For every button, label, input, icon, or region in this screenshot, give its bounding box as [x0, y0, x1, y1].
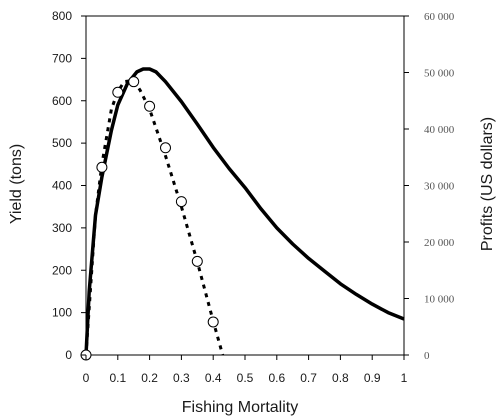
- y2-tick-label: 60 000: [424, 11, 455, 23]
- yield-curve-solid: [84, 67, 405, 356]
- x-tick-label: 0: [83, 371, 90, 385]
- data-point-marker: [207, 316, 219, 328]
- x-tick-label: 0.3: [173, 371, 190, 385]
- x-tick-label: 0.4: [205, 371, 222, 385]
- x-tick-label: 0.8: [332, 371, 349, 385]
- y-tick-label: 200: [52, 263, 72, 277]
- y-tick-label: 100: [52, 306, 72, 320]
- y-tick-label: 500: [52, 136, 72, 150]
- y2-tick-label: 50 000: [424, 68, 455, 80]
- data-point-marker: [128, 76, 140, 88]
- series-layer: [80, 67, 405, 361]
- y-tick-label: 400: [52, 179, 72, 193]
- y-tick-label: 0: [65, 348, 72, 362]
- y-axis-right-title: Profits (US dollars): [479, 117, 496, 251]
- y-axis-right-ticks: 0 10 000 20 000 30 000 40 000 50 000 60 000: [404, 11, 455, 362]
- y-tick-label: 700: [52, 51, 72, 65]
- x-tick-label: 0.1: [109, 371, 126, 385]
- y2-tick-label: 20 000: [424, 237, 455, 249]
- y-axis-left-title: Yield (tons): [8, 144, 25, 224]
- data-point-marker: [191, 255, 203, 267]
- y-tick-label: 300: [52, 221, 72, 235]
- y-axis-left-ticks: 0 100 200 300 400 500 600 700 800: [52, 9, 86, 362]
- data-point-marker: [160, 142, 171, 154]
- x-tick-label: 0.7: [300, 371, 317, 385]
- x-tick-label: 0.5: [237, 371, 254, 385]
- x-tick-label: 0.9: [364, 371, 381, 385]
- data-point-marker: [96, 161, 108, 173]
- x-tick-label: 0.2: [141, 371, 158, 385]
- profit-curve-dotted: [84, 78, 225, 356]
- y2-tick-label: 40 000: [424, 124, 455, 136]
- y-tick-label: 600: [52, 94, 72, 108]
- x-axis-ticks: 0 0.1 0.2 0.3 0.4 0.5 0.6 0.7 0.8 0.9 1: [83, 355, 408, 385]
- y2-tick-label: 10 000: [424, 294, 455, 306]
- y2-tick-label: 0: [424, 350, 430, 362]
- data-point-marker: [175, 196, 187, 208]
- x-tick-label: 1: [401, 371, 408, 385]
- x-axis-title: Fishing Mortality: [182, 399, 298, 416]
- data-point-marker: [112, 86, 124, 98]
- data-point-marker: [144, 100, 156, 112]
- x-tick-label: 0.6: [268, 371, 285, 385]
- y-tick-label: 800: [52, 9, 72, 23]
- y2-tick-label: 30 000: [424, 181, 455, 193]
